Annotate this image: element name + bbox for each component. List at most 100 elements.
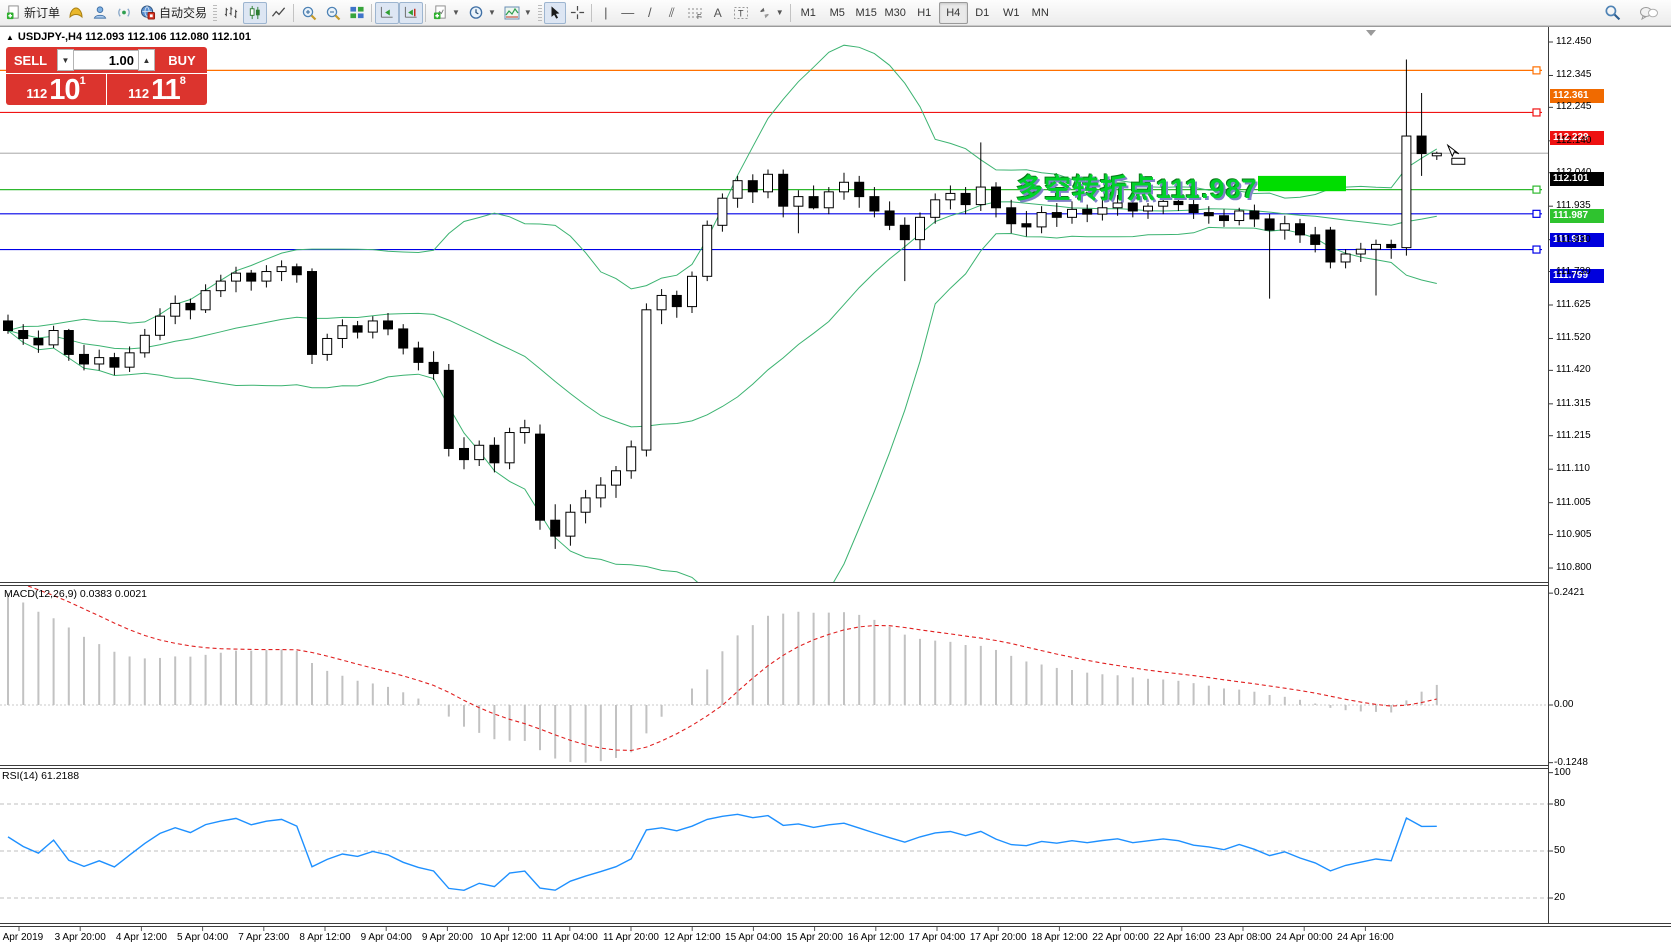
svg-text:T: T [738,8,744,18]
symbol-info-bar: ▲ USDJPY-,H4 112.093 112.106 112.080 112.… [6,31,251,43]
macd-tick-label: -0.1248 [1554,756,1588,768]
tile-windows-button[interactable] [345,2,369,24]
tf-m5-button[interactable]: M5 [829,6,845,19]
sell-price-small: 112 [26,86,48,101]
macd-panel [0,586,1548,763]
time-tick-label: 23 Apr 08:00 [1214,932,1272,943]
arrows-dropdown[interactable]: ▼ [753,2,788,24]
profile-button[interactable] [88,2,112,24]
time-tick-label: 11 Apr 20:00 [603,932,659,943]
price-tick-label: 110.905 [1556,528,1592,540]
collapse-arrow-icon[interactable]: ▲ [6,33,14,42]
search-button[interactable] [1600,2,1625,24]
market-watch-button[interactable] [64,2,88,24]
arrows-icon [759,7,769,18]
macd-label: MACD(12,26,9) 0.0383 0.0021 [4,588,148,600]
chart-window[interactable]: ▲ USDJPY-,H4 112.093 112.106 112.080 112.… [0,26,1671,947]
time-tick-label: 22 Apr 16:00 [1153,932,1211,943]
tile-windows-icon [350,6,364,19]
time-tick-label: 15 Apr 04:00 [725,932,782,943]
symbol-ohlc-text: USDJPY-,H4 112.093 112.106 112.080 112.1… [17,31,251,43]
crosshair-button[interactable] [566,2,589,24]
buy-price[interactable]: 112 11 8 [107,74,207,105]
tf-w1-button[interactable]: W1 [1002,6,1020,19]
tf-m15-button[interactable]: M15 [855,6,877,19]
tf-h4-button[interactable]: H4 [938,1,968,24]
label-tool[interactable]: T [729,2,753,24]
rsi-line [7,813,1437,892]
time-tick-label: 9 Apr 04:00 [360,932,412,943]
zoom-in-button[interactable] [297,2,321,24]
new-chart-dropdown[interactable]: ▼ [429,2,464,24]
vertical-line-tool[interactable]: | [604,5,608,20]
price-tick-label: 112.140 [1556,134,1592,146]
toolbar-drag-handle[interactable] [537,4,542,21]
volume-increase-button[interactable]: ▲ [138,49,155,71]
tf-m1-button[interactable]: M1 [800,6,816,19]
templates-dropdown[interactable]: ▼ [500,2,536,24]
price-axis-line [1548,27,1549,923]
line-chart-button[interactable] [267,2,291,24]
sell-price-big: 10 [49,74,80,106]
sell-button[interactable]: SELL [6,47,55,73]
volume-input[interactable]: 1.00 [74,50,138,70]
buy-price-big: 11 [151,74,181,106]
buy-button[interactable]: BUY [157,47,207,73]
price-tick-label: 111.625 [1556,299,1591,310]
bollinger-lower [7,226,1437,582]
tf-h1-button[interactable]: H1 [917,6,932,19]
order-price-tag: 111.911 [1550,232,1604,247]
time-tick-label: 15 Apr 20:00 [786,932,843,943]
time-tick-label: 9 Apr 20:00 [421,932,473,943]
price-tick-label: 111.830 [1556,233,1591,245]
tf-m30-button[interactable]: M30 [884,6,906,19]
channel-tool[interactable]: ⫽ [668,5,675,20]
periods-dropdown[interactable]: ▼ [464,2,500,24]
chat-button[interactable] [1635,2,1663,24]
time-tick-label: 18 Apr 12:00 [1031,932,1088,943]
candlestick-chart-icon [249,5,260,20]
chart-shift-icon [404,6,417,18]
auto-trading-button[interactable]: 自动交易 [136,2,211,24]
price-tick-label: 111.520 [1556,332,1591,344]
price-tick-label: 111.420 [1556,364,1591,376]
sell-price[interactable]: 112 10 1 [6,74,106,105]
toolbar-drag-handle[interactable] [213,4,218,21]
panel-separator[interactable] [0,582,1549,586]
text-tool[interactable]: A [713,5,722,20]
chart-shift-button[interactable] [399,1,424,24]
rsi-panel [0,803,1548,899]
caret-down-icon: ▼ [523,8,532,17]
main-price-panel [0,44,1548,582]
bollinger-middle [7,201,1437,428]
new-order-button[interactable]: 新订单 [2,2,64,24]
panel-separator[interactable] [0,765,1549,769]
tf-d1-button[interactable]: D1 [975,6,990,19]
bar-chart-button[interactable] [219,2,243,24]
auto-scroll-button[interactable] [375,1,400,24]
time-tick-label: 7 Apr 23:00 [238,932,290,943]
volume-decrease-button[interactable]: ▼ [57,49,74,71]
tf-mn-button[interactable]: MN [1031,6,1049,19]
fibonacci-tool[interactable]: F [683,2,707,24]
cursor-button[interactable] [543,1,566,24]
chart-shift-marker[interactable] [1366,30,1376,36]
zoom-out-button[interactable] [321,2,345,24]
price-tick-label: 111.935 [1556,200,1591,212]
signals-button[interactable] [112,2,136,24]
search-icon [1605,5,1621,21]
fibonacci-icon: F [687,8,702,20]
order-price-tag: 112.229 [1550,131,1604,146]
text-label-icon: T [733,6,748,19]
time-tick-label: 12 Apr 12:00 [663,932,721,943]
highlight-box [1258,175,1346,192]
horizontal-line-tool[interactable]: — [621,5,635,20]
rsi-label: RSI(14) 61.2188 [2,770,80,782]
time-tick-label: 5 Apr 04:00 [177,932,229,943]
chart-annotation-text[interactable]: 多空转折点111.987 [1016,174,1258,204]
candlestick-chart-button[interactable] [243,1,268,24]
zoom-out-icon [326,6,341,20]
auto-scroll-icon [380,6,393,18]
time-tick-label: 22 Apr 00:00 [1092,932,1149,943]
trendline-tool[interactable]: / [647,5,652,20]
